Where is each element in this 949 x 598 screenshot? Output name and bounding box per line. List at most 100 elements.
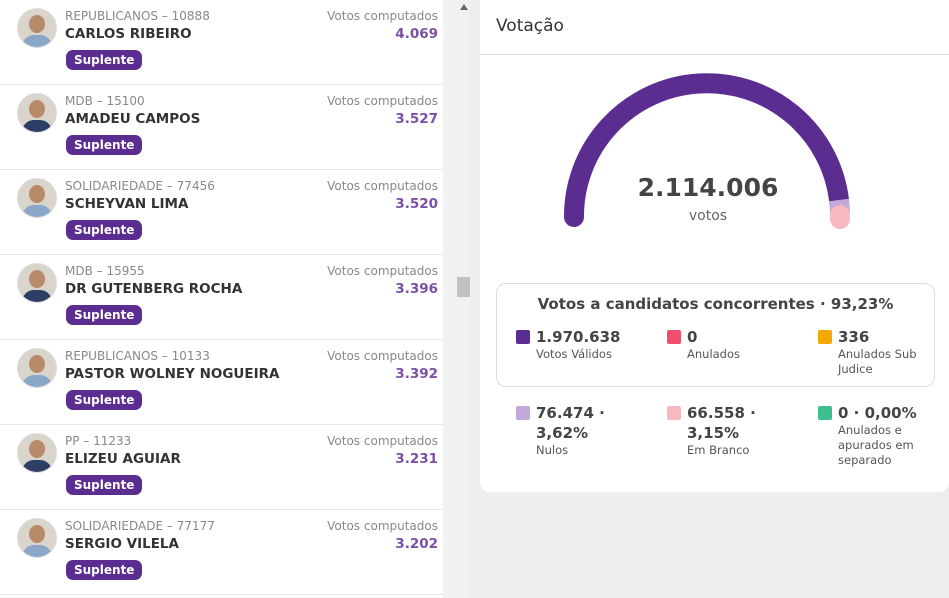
legend-swatch (516, 406, 530, 420)
votes-label: Votos computados (327, 9, 438, 23)
candidate-row[interactable]: REPUBLICANOS – 10888 CARLOS RIBEIRO Suplen… (0, 0, 443, 85)
avatar-head (29, 525, 45, 543)
avatar-body (22, 120, 52, 132)
candidate-name: SCHEYVAN LIMA (65, 196, 189, 212)
avatar-head (29, 185, 45, 203)
votes-label: Votos computados (327, 349, 438, 363)
votes-label: Votos computados (327, 434, 438, 448)
total-unit: votos (688, 208, 728, 224)
avatar (17, 93, 57, 133)
party: SOLIDARIEDADE – 77456 (65, 179, 215, 193)
status-badge: Suplente (66, 475, 143, 495)
avatar-body (22, 35, 52, 47)
candidate-name: AMADEU CAMPOS (65, 111, 201, 127)
legend-swatch (818, 330, 832, 344)
avatar-head (29, 355, 45, 373)
avatar-head (29, 100, 45, 118)
party: REPUBLICANOS – 10888 (65, 9, 210, 23)
avatar-body (22, 460, 52, 472)
candidate-name: DR GUTENBERG ROCHA (65, 281, 243, 297)
legend-label: Anulados (687, 347, 741, 361)
avatar (17, 263, 57, 303)
candidate-row[interactable]: MDB – 15955 DR GUTENBERG ROCHA Suplente Vot… (0, 254, 443, 340)
legend-label: Anulados e apurados em separado (838, 423, 914, 467)
avatar (17, 433, 57, 473)
legend-item: 1.970.638 Votos Válidos (516, 327, 636, 362)
candidate-name: ELIZEU AGUIAR (65, 451, 181, 467)
legend-item: 66.558 · 3,15% Em Branco (667, 403, 787, 458)
candidate-row[interactable]: PP – 11233 ELIZEU AGUIAR Suplente Votos com… (0, 424, 443, 510)
vote-card: Votação 2.114.006 votos Votos a candidat… (480, 0, 949, 492)
status-badge: Suplente (66, 220, 143, 240)
status-badge: Suplente (66, 305, 143, 325)
card-title: Votação (496, 16, 564, 36)
votes-value: 3.392 (395, 366, 438, 382)
scroll-thumb[interactable] (457, 277, 470, 297)
legend-value: 0 · 0,00% (838, 404, 917, 422)
avatar-head (29, 440, 45, 458)
legend-label: Nulos (536, 443, 569, 457)
votes-value: 3.527 (395, 111, 438, 127)
divider (480, 54, 949, 55)
avatar (17, 8, 57, 48)
legend-value: 0 (687, 328, 698, 346)
scrollbar (443, 0, 470, 598)
avatar-body (22, 290, 52, 302)
candidate-name: CARLOS RIBEIRO (65, 26, 192, 42)
legend-item: 336 Anulados Sub Judice (818, 327, 938, 377)
candidate-row[interactable]: MDB – 15100 AMADEU CAMPOS Suplente Votos co… (0, 84, 443, 170)
party: REPUBLICANOS – 10133 (65, 349, 210, 363)
party: MDB – 15955 (65, 264, 145, 278)
avatar-head (29, 270, 45, 288)
avatar-body (22, 375, 52, 387)
gauge (563, 73, 851, 229)
party: MDB – 15100 (65, 94, 145, 108)
legend-label: Anulados Sub Judice (838, 347, 917, 376)
votes-value: 3.231 (395, 451, 438, 467)
gauge-arc-valid (563, 73, 849, 227)
candidate-list: REPUBLICANOS – 10888 CARLOS RIBEIRO Suplen… (0, 0, 443, 598)
total-votes: 2.114.006 (637, 173, 779, 202)
summary-box: Votos a candidatos concorrentes · 93,23% (496, 283, 935, 387)
candidate-name: SERGIO VILELA (65, 536, 179, 552)
avatar (17, 178, 57, 218)
avatar (17, 518, 57, 558)
legend-item: 0 Anulados (667, 327, 787, 362)
legend-swatch (818, 406, 832, 420)
candidate-row[interactable]: SOLIDARIEDADE – 77456 SCHEYVAN LIMA Suplen… (0, 169, 443, 255)
legend-swatch (667, 406, 681, 420)
votes-label: Votos computados (327, 519, 438, 533)
status-badge: Suplente (66, 135, 143, 155)
legend-value: 66.558 · 3,15% (687, 404, 756, 442)
party: PP – 11233 (65, 434, 132, 448)
votes-value: 3.202 (395, 536, 438, 552)
status-badge: Suplente (66, 390, 143, 410)
summary-title: Votos a candidatos concorrentes · 93,23% (537, 295, 894, 313)
votes-value: 3.520 (395, 196, 438, 212)
avatar-body (22, 205, 52, 217)
party: SOLIDARIEDADE – 77177 (65, 519, 215, 533)
legend-value: 1.970.638 (536, 328, 621, 346)
scroll-up[interactable] (460, 4, 468, 10)
candidate-row[interactable]: REPUBLICANOS – 10133 PASTOR WOLNEY NOGUEI… (0, 339, 443, 425)
legend-item: 76.474 · 3,62% Nulos (516, 403, 636, 458)
votes-label: Votos computados (327, 179, 438, 193)
legend-label: Votos Válidos (536, 347, 612, 361)
legend-swatch (667, 330, 681, 344)
votes-value: 3.396 (395, 281, 438, 297)
status-badge: Suplente (66, 560, 143, 580)
legend-label: Em Branco (687, 443, 750, 457)
legend-item: 0 · 0,00% Anulados e apurados em separado (818, 403, 938, 468)
legend-value: 336 (838, 328, 870, 346)
legend-value: 76.474 · 3,62% (536, 404, 605, 442)
candidate-row[interactable]: SOLIDARIEDADE – 77177 SERGIO VILELA Suplen… (0, 509, 443, 595)
votes-value: 4.069 (395, 26, 438, 42)
avatar (17, 348, 57, 388)
status-badge: Suplente (66, 50, 143, 70)
avatar-head (29, 15, 45, 33)
votes-label: Votos computados (327, 94, 438, 108)
avatar-body (22, 545, 52, 557)
candidate-name: PASTOR WOLNEY NOGUEIRA (65, 366, 280, 382)
legend-swatch (516, 330, 530, 344)
